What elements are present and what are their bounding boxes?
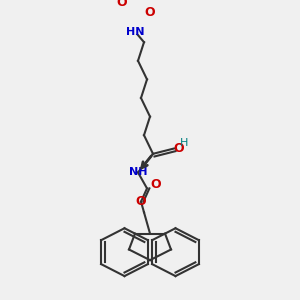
Text: H: H (180, 138, 189, 148)
Text: O: O (116, 0, 127, 9)
Text: HN: HN (126, 27, 144, 37)
Text: O: O (173, 142, 184, 155)
Text: O: O (136, 195, 146, 208)
Text: NH: NH (129, 167, 147, 177)
Text: O: O (151, 178, 161, 191)
Text: O: O (145, 7, 155, 20)
